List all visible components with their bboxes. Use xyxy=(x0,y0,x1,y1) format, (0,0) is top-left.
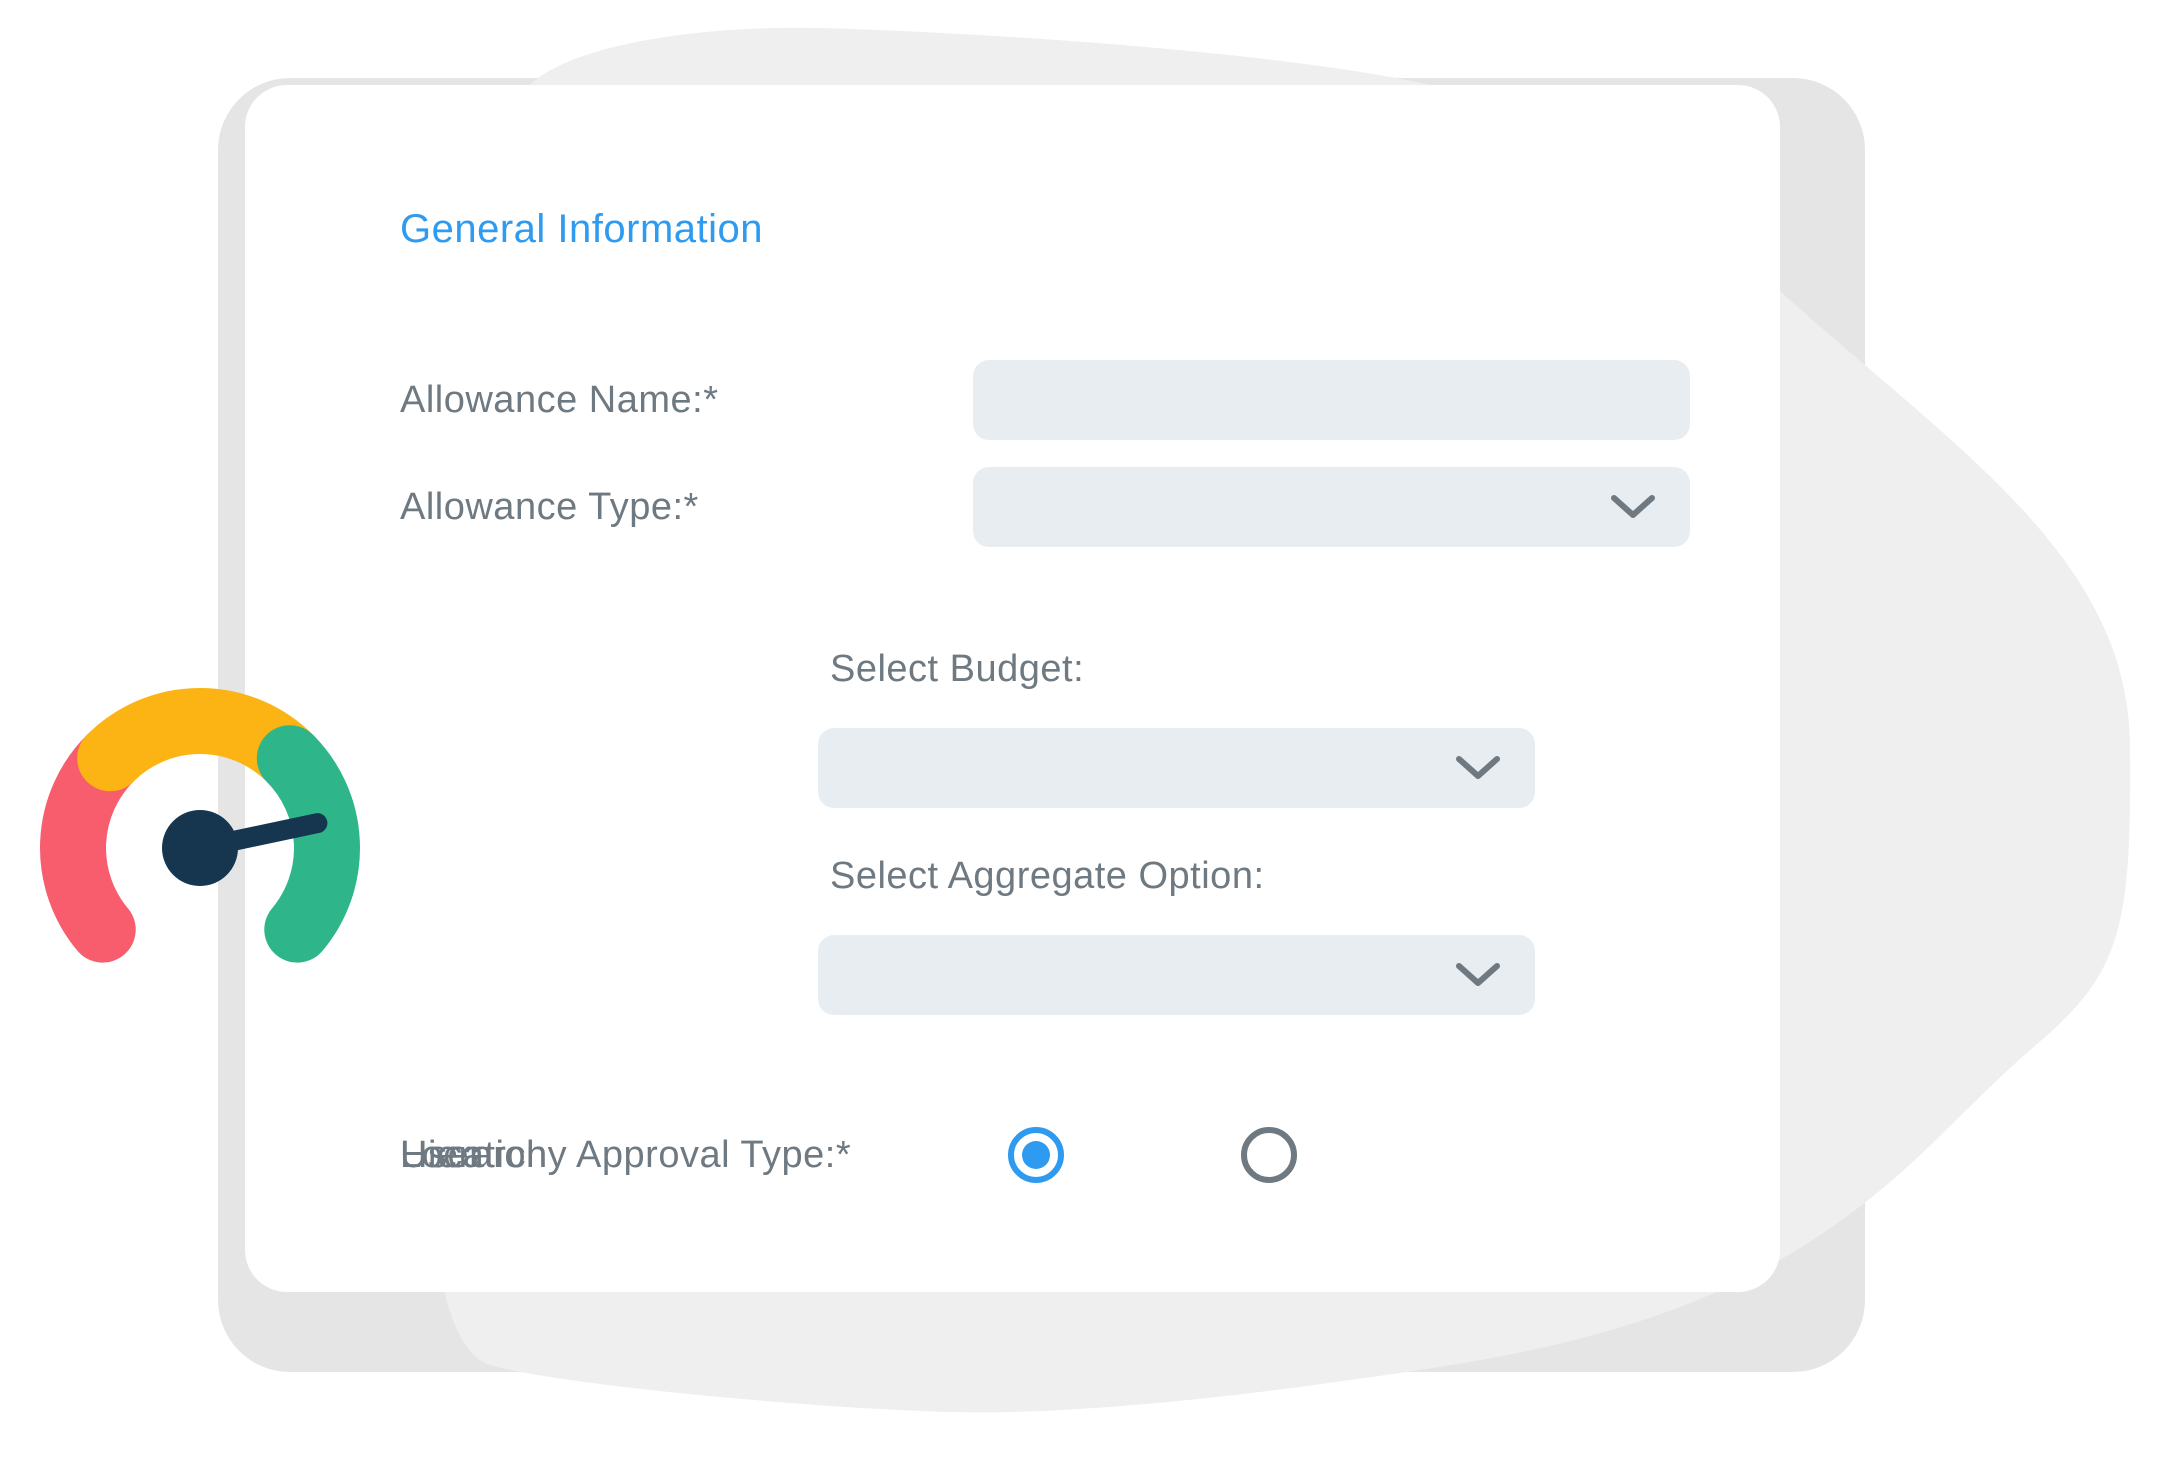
page-title: General Information xyxy=(400,207,764,251)
form-card: General Information Allowance Name:* All… xyxy=(245,85,1780,1292)
radio-location-label[interactable]: Location xyxy=(400,1134,548,1176)
select-budget-label: Select Budget: xyxy=(830,648,1085,690)
allowance-name-row: Allowance Name:* xyxy=(400,360,1690,440)
allowance-type-row: Allowance Type:* xyxy=(400,467,1690,547)
allowance-name-input[interactable] xyxy=(973,360,1690,440)
budget-select[interactable] xyxy=(818,728,1535,808)
allowance-type-select[interactable] xyxy=(973,467,1690,547)
chevron-down-icon xyxy=(1611,495,1655,518)
select-aggregate-label: Select Aggregate Option: xyxy=(830,855,1265,897)
gauge-meter-icon xyxy=(40,688,360,963)
chevron-down-icon xyxy=(1456,756,1500,779)
radio-location[interactable] xyxy=(1241,1127,1297,1183)
hierarchy-approval-label: Hierarchy Approval Type:* xyxy=(400,1134,852,1176)
radio-user[interactable] xyxy=(1008,1127,1064,1183)
aggregate-select[interactable] xyxy=(818,935,1535,1015)
hierarchy-approval-row: Hierarchy Approval Type:* User Location xyxy=(400,1115,1600,1195)
gauge-hub xyxy=(162,810,238,886)
chevron-down-icon xyxy=(1456,963,1500,986)
select-budget-row xyxy=(818,728,1535,808)
gauge-green-segment xyxy=(256,725,360,963)
radio-user-label[interactable]: User xyxy=(400,1134,483,1176)
select-aggregate-row xyxy=(818,935,1535,1015)
radio-user-dot xyxy=(1022,1141,1050,1169)
allowance-name-label: Allowance Name:* xyxy=(400,379,719,421)
allowance-type-label: Allowance Type:* xyxy=(400,486,699,528)
